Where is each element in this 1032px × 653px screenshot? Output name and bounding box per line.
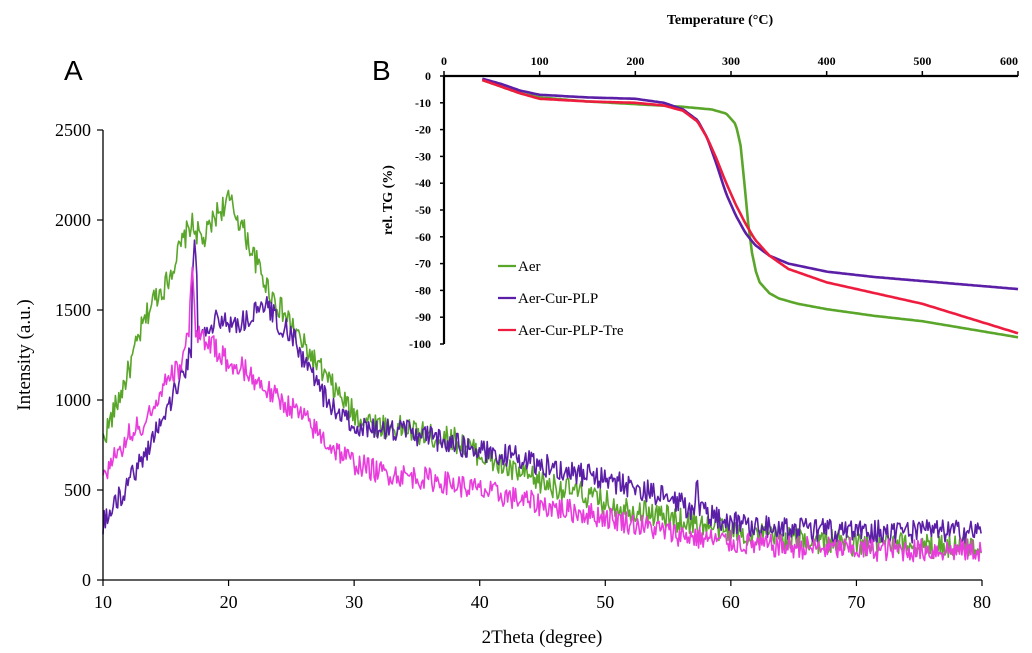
chart-b-series-line — [481, 78, 1019, 335]
chart-b-legend-label: Aer-Cur-PLP-Tre — [518, 323, 624, 339]
chart-a-y-tick-label: 0 — [82, 570, 91, 590]
chart-b-y-tick-label: -100 — [409, 337, 431, 351]
chart-b-x-tick-label: 100 — [531, 54, 549, 68]
chart-a-x-tick-label: 10 — [94, 592, 112, 612]
chart-a-x-tick-label: 30 — [345, 592, 363, 612]
chart-b-y-tick-label: -40 — [415, 176, 431, 190]
chart-a-y-tick-label: 1500 — [55, 300, 91, 320]
chart-b-x-tick-label: 300 — [722, 54, 740, 68]
chart-b-x-tick-label: 500 — [913, 54, 931, 68]
chart-a-y-tick-label: 2500 — [55, 120, 91, 140]
chart-a-y-ticks: 0 500 1000 1500 2000 2500 — [55, 120, 103, 590]
chart-b-title: Temperature (°C) — [667, 13, 774, 28]
chart-a-y-tick-label: 2000 — [55, 210, 91, 230]
chart-b-y-tick-label: -50 — [415, 203, 431, 217]
chart-b-y-axis-label: rel. TG (%) — [381, 165, 396, 235]
chart-b-legend: Aer Aer-Cur-PLP Aer-Cur-PLP-Tre — [498, 259, 624, 339]
chart-a-y-tick-label: 1000 — [55, 390, 91, 410]
chart-b-y-tick-label: -90 — [415, 310, 431, 324]
chart-a-y-tick-label: 500 — [64, 480, 91, 500]
chart-b-y-tick-label: -70 — [415, 257, 431, 271]
chart-b-y-ticks: 0 -10 -20 -30 -40 -50 -60 -70 -80 -90 -100 — [409, 69, 444, 351]
chart-b-series-group — [481, 77, 1019, 339]
panel-label-b: B — [372, 55, 391, 86]
panel-label-a: A — [64, 55, 83, 86]
chart-b: 0 100 200 300 400 500 600 0 -10 -20 -30 -40 -50 -60 -… — [381, 13, 1022, 351]
chart-a-x-axis-label: 2Theta (degree) — [482, 627, 603, 648]
chart-b-y-tick-label: -60 — [415, 230, 431, 244]
chart-b-y-tick-label: -10 — [415, 96, 431, 110]
chart-a-x-tick-label: 40 — [471, 592, 489, 612]
chart-a-series-green — [102, 189, 982, 560]
chart-a-series-group — [102, 189, 982, 563]
chart-a: 10 20 30 40 50 60 70 80 0 500 1000 1500 2000 2500 2T… — [14, 120, 991, 648]
chart-b-legend-label: Aer-Cur-PLP — [518, 291, 598, 307]
chart-b-x-tick-label: 600 — [1000, 54, 1018, 68]
chart-a-series-magenta — [102, 266, 982, 563]
chart-a-x-tick-label: 80 — [973, 592, 991, 612]
chart-b-series-line — [481, 77, 1019, 291]
chart-b-x-tick-label: 400 — [818, 54, 836, 68]
chart-b-y-tick-label: -80 — [415, 283, 431, 297]
chart-b-y-tick-label: -30 — [415, 149, 431, 163]
chart-a-x-tick-label: 70 — [847, 592, 865, 612]
chart-a-series-purple — [102, 239, 982, 544]
chart-b-x-tick-label: 0 — [441, 54, 447, 68]
chart-b-x-tick-label: 200 — [626, 54, 644, 68]
chart-a-x-tick-label: 20 — [220, 592, 238, 612]
chart-b-y-tick-label: -20 — [415, 123, 431, 137]
chart-a-x-tick-label: 50 — [596, 592, 614, 612]
chart-a-x-tick-label: 60 — [722, 592, 740, 612]
chart-a-y-axis-label: Intensity (a.u.) — [14, 299, 35, 410]
chart-b-legend-label: Aer — [518, 259, 541, 275]
chart-a-x-ticks: 10 20 30 40 50 60 70 80 — [94, 580, 991, 612]
chart-b-y-tick-label: 0 — [425, 69, 431, 83]
chart-b-x-ticks: 0 100 200 300 400 500 600 — [441, 54, 1019, 76]
